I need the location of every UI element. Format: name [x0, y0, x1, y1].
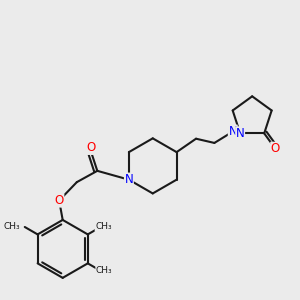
- Text: N: N: [124, 173, 133, 186]
- Text: CH₃: CH₃: [4, 223, 20, 232]
- Text: N: N: [236, 127, 244, 140]
- Text: O: O: [271, 142, 280, 155]
- Text: CH₃: CH₃: [96, 266, 112, 275]
- Text: O: O: [86, 141, 96, 154]
- Text: O: O: [55, 194, 64, 207]
- Text: CH₃: CH₃: [95, 223, 112, 232]
- Text: N: N: [228, 125, 237, 138]
